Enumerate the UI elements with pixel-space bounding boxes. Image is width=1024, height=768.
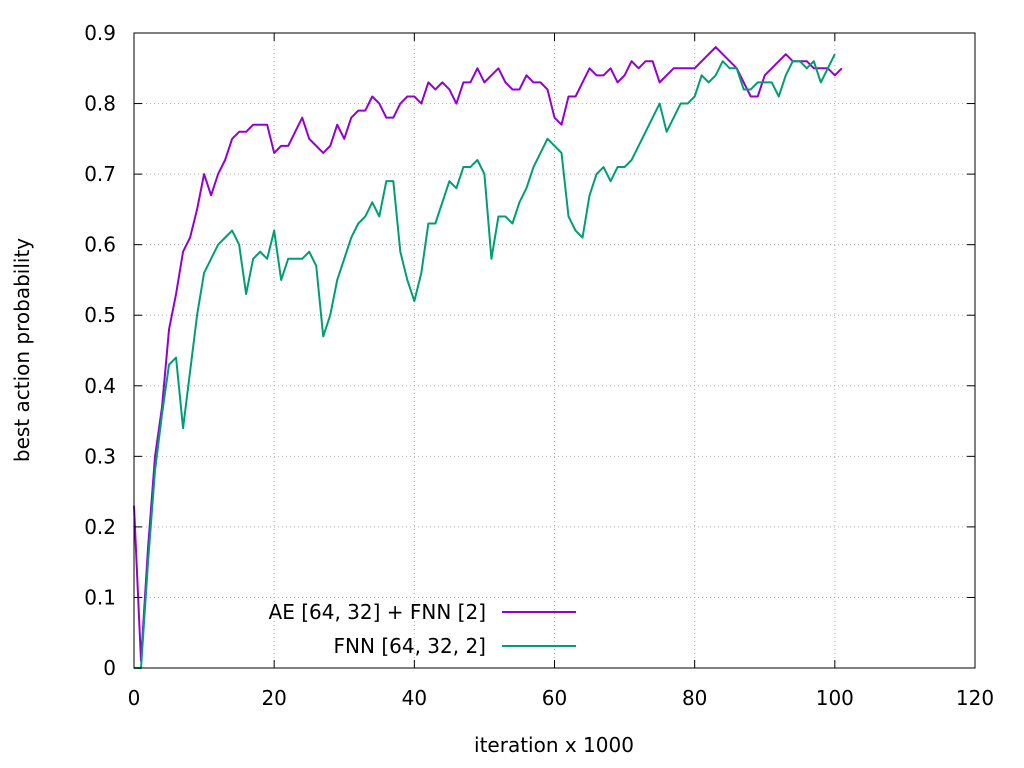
x-axis-label: iteration x 1000 — [474, 733, 634, 757]
y-axis-tick-labels: 0 0.1 0.2 0.3 0.4 0.5 0.6 0.7 0.8 0.9 — [84, 21, 116, 680]
y-tick-label: 0.5 — [84, 303, 116, 327]
axis-ticks — [133, 32, 976, 669]
series-line-2 — [134, 53, 836, 669]
x-tick-label: 100 — [816, 686, 854, 710]
legend: AE [64, 32] + FNN [2] FNN [64, 32, 2] — [269, 600, 576, 658]
y-axis-label: best action probability — [10, 238, 34, 462]
grid-lines — [134, 33, 975, 668]
legend-label-1: AE [64, 32] + FNN [2] — [269, 600, 486, 624]
x-tick-label: 40 — [402, 686, 427, 710]
x-tick-label: 120 — [956, 686, 994, 710]
series-layer — [133, 46, 843, 669]
y-tick-label: 0.1 — [84, 585, 116, 609]
y-tick-label: 0.4 — [84, 374, 116, 398]
series-line-1 — [133, 46, 843, 662]
x-tick-label: 20 — [261, 686, 286, 710]
x-tick-label: 60 — [542, 686, 567, 710]
legend-label-2: FNN [64, 32, 2] — [334, 634, 486, 658]
y-tick-label: 0.2 — [84, 515, 116, 539]
x-tick-label: 80 — [682, 686, 707, 710]
y-tick-label: 0.9 — [84, 21, 116, 45]
y-tick-label: 0 — [103, 656, 116, 680]
y-tick-label: 0.6 — [84, 233, 116, 257]
x-axis-tick-labels: 0 20 40 60 80 100 120 — [128, 686, 994, 710]
y-tick-label: 0.7 — [84, 162, 116, 186]
x-tick-label: 0 — [128, 686, 141, 710]
y-tick-label: 0.8 — [84, 92, 116, 116]
y-tick-label: 0.3 — [84, 444, 116, 468]
